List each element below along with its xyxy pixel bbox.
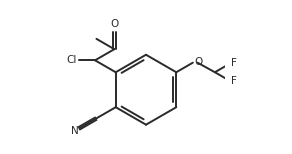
Text: O: O [110, 19, 119, 29]
Text: O: O [195, 57, 203, 67]
Text: N: N [71, 126, 79, 136]
Text: Cl: Cl [67, 55, 77, 65]
Text: F: F [231, 59, 237, 69]
Text: F: F [231, 76, 237, 86]
